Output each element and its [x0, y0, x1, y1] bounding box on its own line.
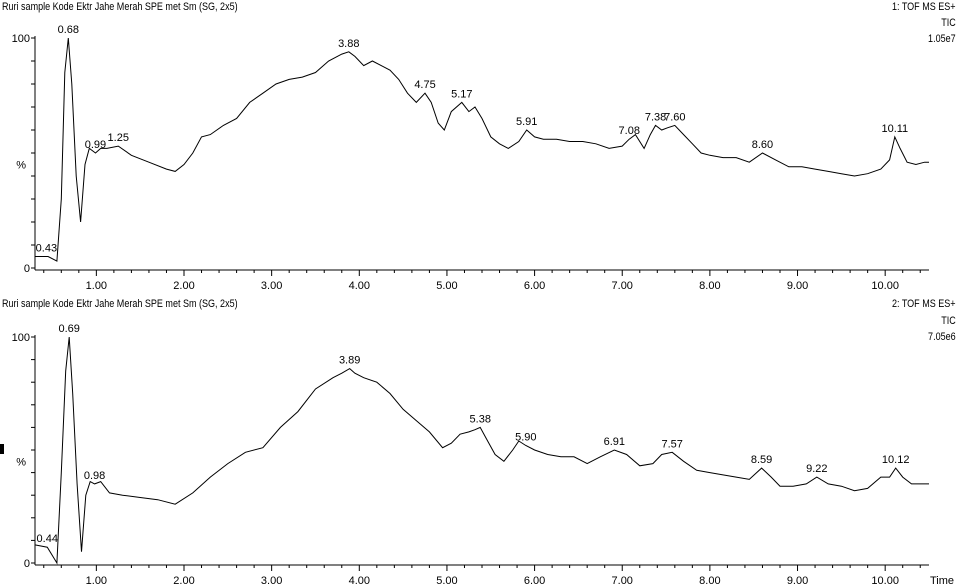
chart-2-peak-label: 5.90 [515, 431, 536, 443]
chart-1-peak-label: 7.08 [619, 125, 640, 137]
chart-2-intensity: 7.05e6 [928, 331, 956, 343]
chart-2-peak-label: 9.22 [806, 463, 827, 475]
chart-1-x-tick-label: 5.00 [436, 280, 457, 292]
chart-1-x-tick-label: 1.00 [86, 280, 107, 292]
chart-2-x-tick-label: 1.00 [86, 575, 107, 587]
chart-2-x-label: Time [930, 575, 954, 587]
chart-1-x-tick-label: 2.00 [173, 280, 194, 292]
chart-2-x-tick-label: 4.00 [349, 575, 370, 587]
chart-2-peak-label: 0.44 [37, 533, 58, 545]
chart-1-y-top-label: 100 [12, 33, 30, 45]
chart-2-x-tick-label: 7.00 [612, 575, 633, 587]
chart-1-peak-label: 5.17 [451, 88, 472, 100]
chart-1-intensity: 1.05e7 [928, 33, 956, 45]
chart-2-x-tick-label: 8.00 [699, 575, 720, 587]
chart-2-detector: 2: TOF MS ES+ [892, 298, 956, 310]
chart-1-peak-label: 0.68 [58, 24, 79, 36]
chart-1-peak-label: 7.38 [645, 111, 666, 123]
chart-1-trace: TIC [941, 17, 956, 29]
chart-1-x-tick-label: 6.00 [524, 280, 545, 292]
chart-2-peak-label: 3.89 [339, 355, 360, 367]
chart-1-y-label: % [16, 160, 26, 172]
chart-2-y-label: % [16, 456, 26, 468]
chart-2-peak-label: 5.38 [470, 413, 491, 425]
chart-2-x-tick-label: 9.00 [787, 575, 808, 587]
chart-2-peak-label: 0.69 [58, 323, 79, 335]
chart-1-detector: 1: TOF MS ES+ [892, 1, 956, 13]
chart-2-y-top-label: 100 [12, 332, 30, 344]
chart-2-peak-label: 10.12 [882, 454, 910, 466]
chart-1-x-tick-label: 8.00 [699, 280, 720, 292]
chart-1-peak-label: 4.75 [414, 79, 435, 91]
chart-2-trace: TIC [941, 315, 956, 327]
chart-2-peak-label: 0.98 [84, 470, 105, 482]
chart-2-x-tick-label: 6.00 [524, 575, 545, 587]
chart-2-x-tick-label: 2.00 [173, 575, 194, 587]
chart-2-peak-label: 6.91 [604, 436, 625, 448]
chart-1-peak-label: 7.60 [664, 111, 685, 123]
chart-1-peak-label: 5.91 [516, 116, 537, 128]
chart-1-peak-label: 10.11 [881, 123, 908, 135]
chart-1-trace-line [35, 37, 929, 262]
chart-2-x-tick-label: 5.00 [436, 575, 457, 587]
chart-1-peak-label: 0.99 [85, 139, 106, 151]
chart-1-title: Ruri sample Kode Ektr Jahe Merah SPE met… [2, 1, 238, 13]
chart-2-peak-label: 7.57 [661, 438, 682, 450]
edge-marker [0, 444, 4, 454]
chart-2-title: Ruri sample Kode Ektr Jahe Merah SPE met… [2, 298, 238, 310]
chart-2-peak-label: 8.59 [751, 454, 772, 466]
chart-1-peak-label: 8.60 [752, 139, 773, 151]
chart-1-x-tick-label: 4.00 [349, 280, 370, 292]
chart-1-peak-label: 0.43 [36, 243, 57, 255]
chart-1-y-zero-label: 0 [24, 263, 30, 275]
chart-1-x-tick-label: 3.00 [261, 280, 282, 292]
chart-2-y-zero-label: 0 [24, 558, 30, 570]
chart-1-x-tick-label: 7.00 [612, 280, 633, 292]
chart-2-x-tick-label: 10.00 [871, 575, 899, 587]
chart-2-x-tick-label: 3.00 [261, 575, 282, 587]
chart-2-trace-line [34, 336, 929, 565]
chart-1-peak-label: 1.25 [108, 132, 129, 144]
chart-1-x-tick-label: 10.00 [871, 280, 899, 292]
chart-1-x-tick-label: 9.00 [787, 280, 808, 292]
chart-1-peak-label: 3.88 [338, 38, 359, 50]
